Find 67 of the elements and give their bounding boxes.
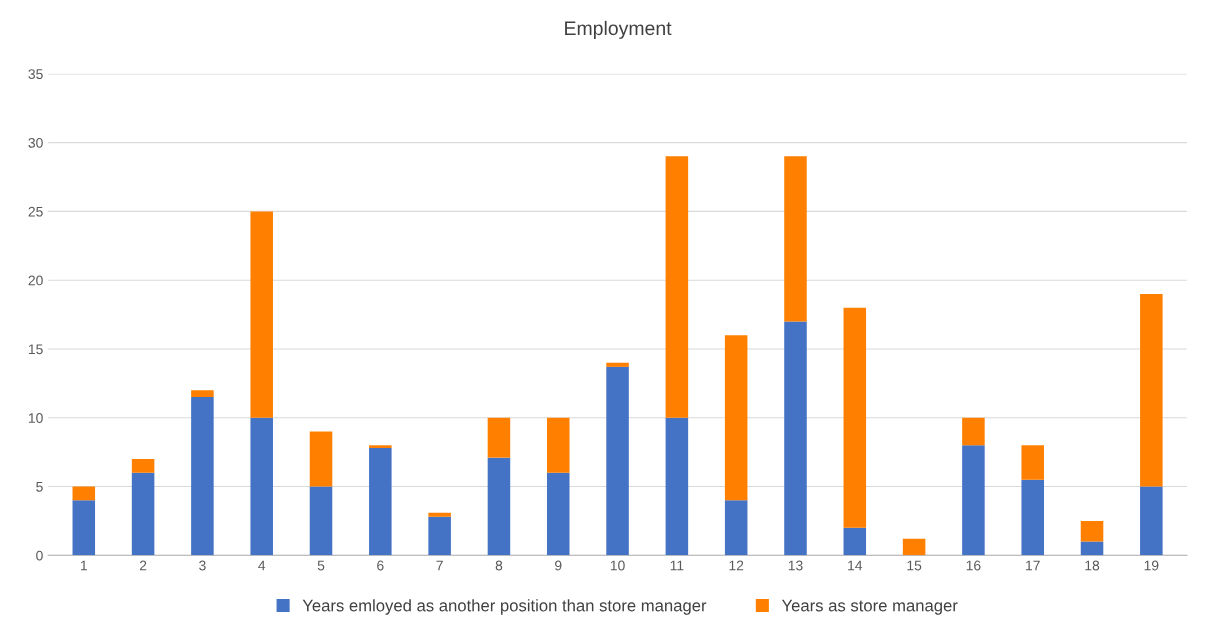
bar (309, 431, 333, 487)
bar (1140, 486, 1163, 556)
bar (1140, 293, 1163, 487)
bar (131, 472, 155, 556)
x-tick-label: 13 (788, 560, 803, 571)
x-tick-label: 11 (670, 560, 684, 571)
bar (191, 397, 214, 556)
x-tick-label: 19 (1144, 560, 1159, 571)
y-tick-label: 0 (36, 550, 43, 561)
x-tick-label: 18 (1085, 560, 1100, 571)
bar (1080, 520, 1104, 542)
y-tick-label: 30 (28, 137, 43, 148)
x-tick-label: 4 (258, 560, 266, 571)
bar (902, 538, 926, 556)
bar (606, 362, 629, 367)
y-tick-label: 5 (36, 482, 43, 492)
y-tick-label: 10 (28, 413, 43, 423)
bar (250, 211, 273, 418)
y-tick-label: 25 (28, 206, 43, 217)
bar (843, 307, 867, 528)
x-tick-label: 6 (377, 560, 384, 571)
chart-title: Employment (565, 20, 672, 39)
bar (962, 417, 985, 446)
bar (546, 472, 570, 556)
bar (72, 500, 96, 556)
x-tick-label: 2 (139, 560, 147, 571)
x-tick-label: 12 (729, 560, 744, 571)
x-tick-label: 14 (848, 560, 863, 571)
x-tick-label: 5 (317, 560, 325, 571)
bar (724, 335, 748, 501)
x-tick-label: 1 (80, 560, 87, 571)
bar (724, 500, 748, 556)
bar (250, 417, 273, 556)
bar (843, 527, 867, 556)
x-tick-label: 10 (610, 560, 625, 571)
y-tick-label: 15 (28, 344, 43, 355)
bar (784, 156, 807, 322)
x-tick-label: 7 (436, 560, 443, 571)
bar (487, 417, 511, 458)
bar (428, 512, 451, 517)
x-tick-label: 9 (555, 560, 562, 571)
bar (606, 366, 629, 556)
x-tick-label: 17 (1026, 560, 1040, 571)
bar (369, 445, 392, 449)
y-tick-label: 20 (28, 275, 43, 286)
bar (1080, 541, 1104, 556)
bar (665, 156, 689, 418)
bar (369, 448, 392, 556)
bar (665, 417, 689, 556)
bar (191, 390, 214, 398)
bar (131, 459, 155, 473)
x-tick-label: 16 (966, 560, 981, 571)
legend-label: Years emloyed as another position than store manager (302, 599, 707, 615)
x-tick-label: 3 (199, 560, 206, 571)
x-tick-label: 15 (907, 560, 922, 571)
bar (962, 445, 985, 556)
bar (428, 516, 451, 556)
legend-label: Years as store manager (781, 599, 958, 615)
bar (72, 486, 96, 501)
x-tick-label: 8 (495, 560, 503, 571)
bar (1021, 445, 1044, 480)
bar (546, 417, 570, 473)
bar (1021, 479, 1044, 556)
bar (784, 321, 807, 556)
bar (309, 486, 333, 556)
bar (487, 457, 511, 556)
y-tick-label: 35 (28, 69, 43, 79)
